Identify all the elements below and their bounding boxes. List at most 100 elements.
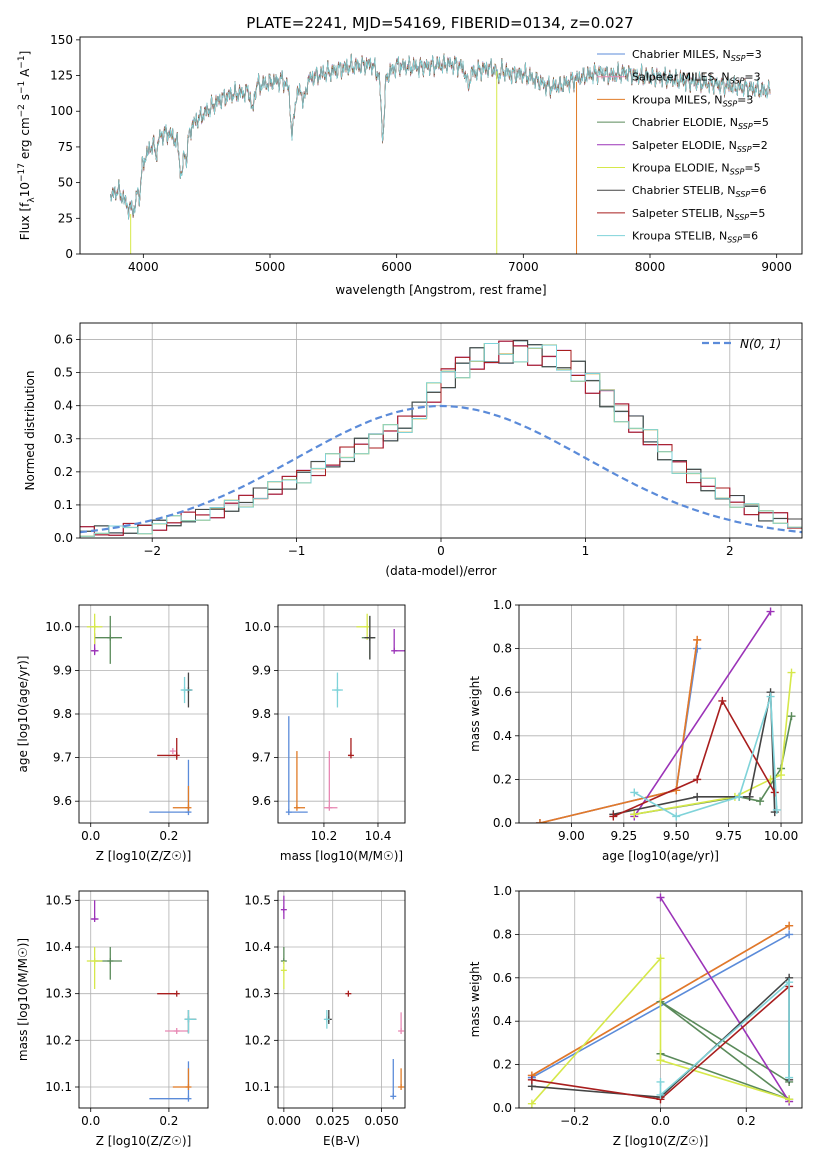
weight-marker [693,635,702,644]
y-tick-label: 50 [58,176,73,190]
weight-marker [609,812,618,821]
x-tick-label: 0.025 [316,1114,350,1128]
y-label-part: ] [18,51,32,56]
data-point-salpeter-miles [169,748,176,755]
y-tick-label: 0.5 [54,366,73,380]
x-tick-label: 6000 [381,260,412,274]
y-tick-label: 0.8 [493,927,512,941]
x-axis-label: Z [log10(Z/Z☉)] [96,1134,192,1148]
y-tick-label: 10.0 [45,620,72,634]
weight-marker [787,668,796,677]
legend-sep: , N [712,230,727,243]
x-tick-label: 5000 [255,260,286,274]
data-point-kroupa-miles [398,1068,405,1090]
weight-line-salpeter-stelib [612,698,776,818]
y-tick-label: 10.3 [244,987,271,1001]
legend-sub: SSP [734,213,749,222]
data-point-salpeter-miles [323,751,338,811]
data-point-salpeter-stelib [345,990,352,997]
x-tick-label: −0.2 [560,1114,589,1128]
data-point-kroupa-elodie [86,613,103,645]
data-point-chabrier-miles [390,1059,397,1100]
x-axis-label: mass [log10(M/M☉)] [280,849,403,863]
y-tick-label: 1.0 [493,884,512,898]
axes-frame [277,890,406,1109]
histogram-step-salpeter-stelib [80,340,802,536]
legend-sub: SSP [730,77,745,86]
data-point-chabrier-miles [285,716,308,816]
axes-frame [79,322,803,539]
weight-marker [785,1073,794,1082]
legend-name: Kroupa MILES [632,93,707,106]
weight-line-salpeter-elodie [659,897,790,1102]
weight_vs_Z-axes: −0.2 0.0 0.2 0.0 0.2 0.4 0.6 0.8 1.0 [493,884,802,1128]
x-tick-label: 8000 [635,260,666,274]
y-tick-label: 10.3 [45,987,72,1001]
axes-frame [79,36,803,255]
y-label-part: −2 [17,104,27,117]
x-tick-label: 0.0 [81,1114,100,1128]
y-tick-label: 9.6 [252,794,271,808]
data-point-kroupa-miles [293,751,306,811]
y-tick-label: 9.9 [53,663,72,677]
y-tick-label: 10.2 [244,1033,271,1047]
x-axis-label: age [log10(age/yr)] [602,849,719,863]
legend-sub: SSP [737,145,752,154]
weight-marker [785,921,794,930]
legend-name: Chabrier STELIB [632,184,720,197]
x-tick-label: 0.2 [159,829,178,843]
y-axis-label: Flux [fλ10−17 erg cm−2 s−1 A−1] [17,51,37,241]
x-tick-label: 10.00 [764,829,798,843]
legend-sub: SSP [730,168,745,177]
weight-line-salpeter-miles [539,639,698,823]
legend-name: Salpeter ELODIE [632,139,722,152]
y-axis-label: Normed distribution [23,371,37,491]
legend-eq: = [745,48,754,61]
weight-marker [693,775,702,784]
y-tick-label: 0.2 [54,465,73,479]
weight-marker [535,819,544,823]
weight-marker [756,797,765,806]
mass_vs_Z-axes: 0.0 0.2 10.1 10.2 10.3 10.4 10.5 [45,891,208,1128]
axes-frame [277,604,406,824]
legend-n: 3 [755,48,762,61]
y-label-part: 10 [18,182,32,197]
weight-marker [656,1056,665,1065]
data-point-kroupa-miles [172,1068,192,1090]
legend-eq: = [753,116,762,129]
x-tick-label: 0 [437,544,445,558]
y-tick-label: 9.8 [252,707,271,721]
x-tick-label: 1 [582,544,590,558]
histogram-step-kroupa-stelib [80,343,802,537]
weight-marker [693,644,702,653]
legend-n: 2 [761,139,768,152]
legend-n: 6 [751,230,758,243]
weight-line-salpeter-elodie [633,611,772,817]
y-tick-label: 10.5 [45,893,72,907]
legend-sep: , N [714,162,729,175]
y-tick-label: 10.2 [45,1033,72,1047]
legend-sub: SSP [738,122,753,131]
weight-marker [785,1095,794,1104]
legend-name: Chabrier ELODIE [632,116,723,129]
weight-marker [770,788,779,797]
y-tick-label: 75 [58,140,73,154]
legend-label: Kroupa ELODIE, NSSP=5 [632,162,761,177]
data-point-salpeter-stelib [347,737,354,759]
y-tick-label: 125 [50,69,73,83]
data-point-salpeter-elodie [391,628,405,654]
y-tick-label: 0.4 [54,399,73,413]
x-tick-label: −2 [143,544,161,558]
x-tick-label: 7000 [508,260,539,274]
axes-frame [78,890,209,1109]
data-point-kroupa-stelib [332,672,343,708]
weight-marker [785,978,794,987]
data-point-salpeter-elodie [90,900,99,922]
weight-marker [672,812,681,821]
y-tick-label: 9.7 [252,751,271,765]
legend-label: Salpeter MILES, NSSP=3 [632,71,761,86]
normal-curve [80,404,802,534]
y-tick-label: 10.1 [244,1080,271,1094]
